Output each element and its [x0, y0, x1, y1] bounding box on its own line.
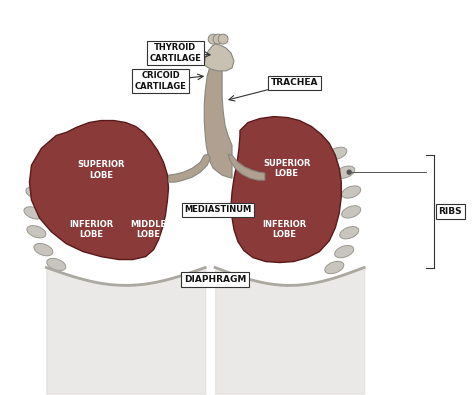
Circle shape: [218, 34, 228, 44]
Text: SUPERIOR
LOBE: SUPERIOR LOBE: [263, 158, 310, 178]
Ellipse shape: [342, 186, 361, 198]
Text: THYROID
CARTILAGE: THYROID CARTILAGE: [149, 43, 201, 63]
Ellipse shape: [47, 258, 66, 271]
Text: DIAPHRAGM: DIAPHRAGM: [184, 275, 246, 284]
Circle shape: [347, 170, 351, 174]
Ellipse shape: [32, 167, 51, 179]
Ellipse shape: [26, 187, 45, 199]
Polygon shape: [168, 154, 210, 182]
Ellipse shape: [325, 261, 344, 274]
Ellipse shape: [336, 166, 355, 178]
Ellipse shape: [34, 243, 53, 256]
Polygon shape: [204, 61, 232, 178]
Text: INFERIOR
LOBE: INFERIOR LOBE: [263, 220, 307, 239]
Text: INFERIOR
LOBE: INFERIOR LOBE: [69, 220, 113, 239]
Ellipse shape: [340, 227, 359, 239]
Ellipse shape: [40, 149, 59, 162]
Polygon shape: [231, 117, 341, 263]
Text: RIBS: RIBS: [438, 207, 462, 216]
Polygon shape: [29, 120, 168, 260]
Text: SUPERIOR
LOBE: SUPERIOR LOBE: [77, 160, 125, 180]
Text: CRICOID
CARTILAGE: CRICOID CARTILAGE: [135, 71, 186, 90]
Text: MEDIASTINUM: MEDIASTINUM: [184, 205, 252, 214]
Polygon shape: [204, 44, 234, 71]
Circle shape: [208, 34, 218, 44]
Text: MIDDLE
LOBE: MIDDLE LOBE: [130, 220, 167, 239]
Ellipse shape: [335, 245, 354, 258]
Ellipse shape: [328, 147, 347, 160]
Ellipse shape: [24, 207, 43, 219]
Ellipse shape: [342, 206, 361, 218]
Polygon shape: [228, 154, 265, 180]
Circle shape: [213, 34, 223, 44]
Ellipse shape: [27, 226, 46, 238]
Text: TRACHEA: TRACHEA: [271, 78, 319, 87]
